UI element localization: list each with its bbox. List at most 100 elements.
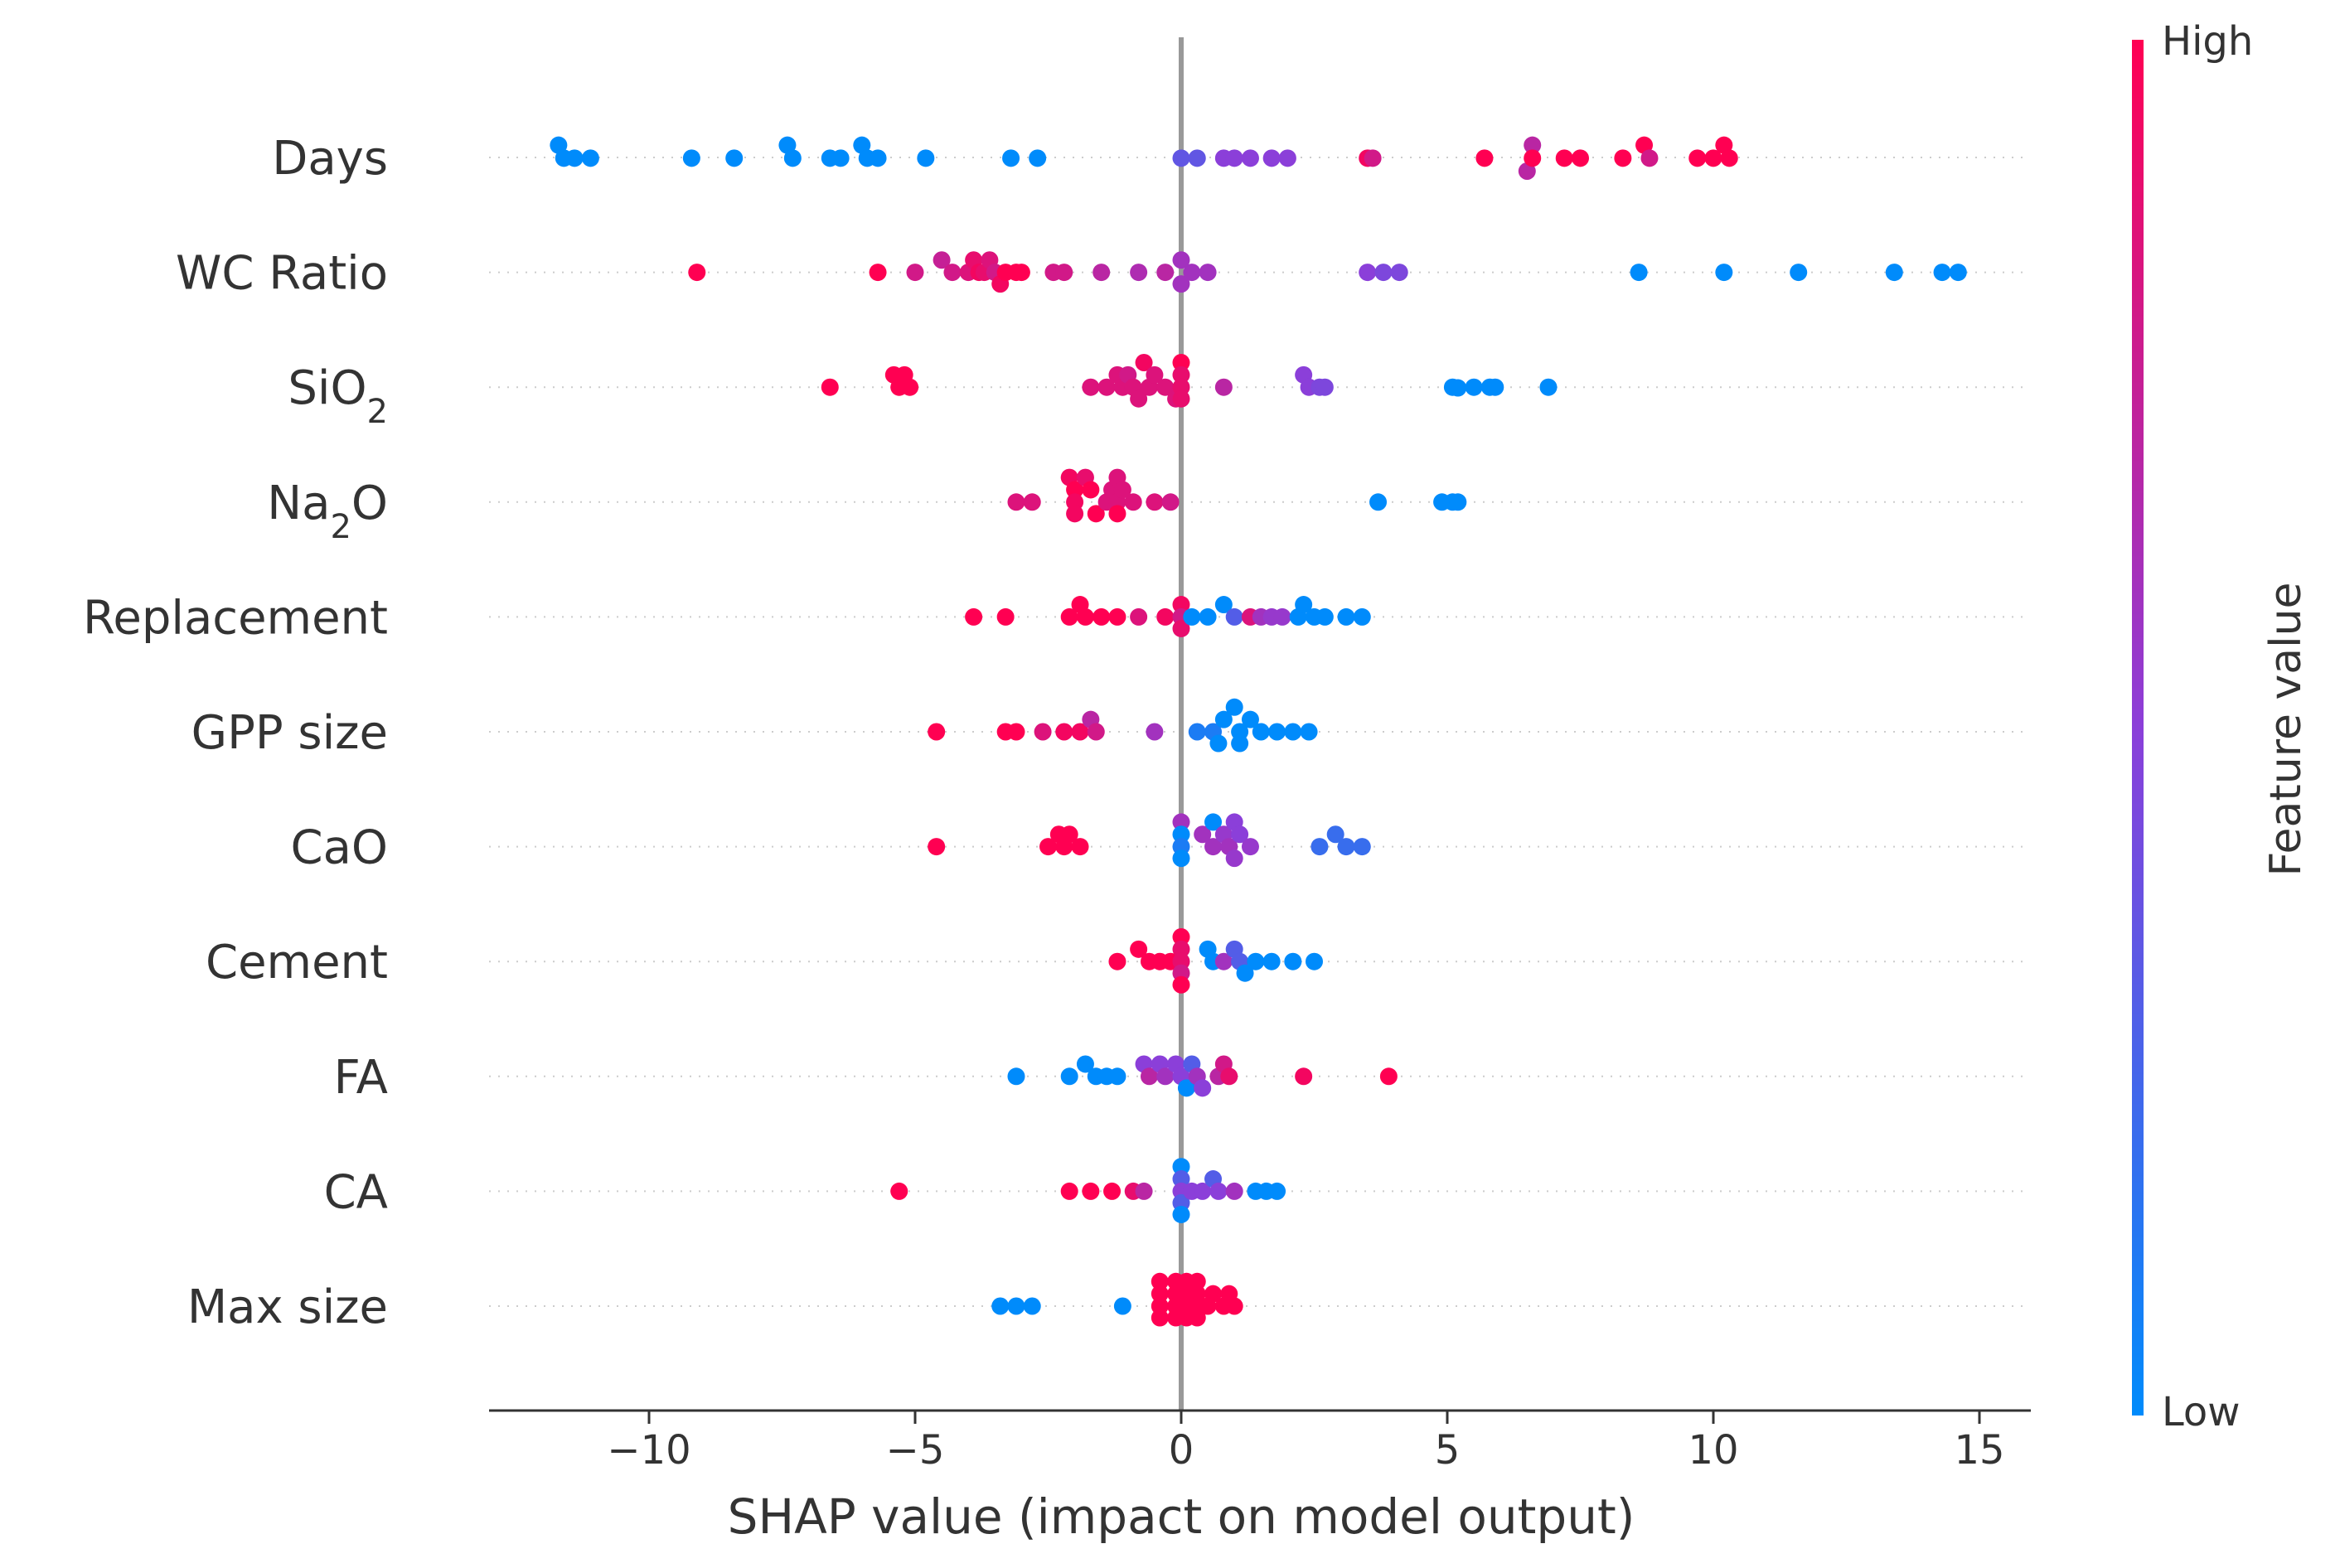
shap-point xyxy=(1315,378,1334,396)
x-axis-title: SHAP value (impact on model output) xyxy=(728,1488,1635,1545)
shap-point xyxy=(1146,493,1164,511)
colorbar-title: Feature value xyxy=(2261,582,2311,876)
shap-point xyxy=(869,264,887,282)
shap-point xyxy=(1140,1067,1158,1086)
shap-point xyxy=(1172,365,1190,384)
feature-label: FA xyxy=(334,1051,388,1105)
shap-point xyxy=(1071,723,1089,741)
shap-point xyxy=(1555,149,1573,167)
shap-point xyxy=(831,149,850,167)
feature-label-text: GPP size xyxy=(191,706,388,760)
shap-point xyxy=(1172,1158,1190,1176)
shap-point xyxy=(1108,505,1126,523)
shap-point xyxy=(1225,149,1243,167)
shap-point xyxy=(1273,607,1291,626)
shap-point xyxy=(1572,149,1589,167)
shap-point xyxy=(1268,1182,1286,1200)
shap-point xyxy=(1103,1182,1122,1200)
feature-label: GPP size xyxy=(191,706,388,760)
shap-point xyxy=(1369,493,1388,511)
feature-label-text: SiO xyxy=(288,361,366,415)
shap-point xyxy=(933,251,951,269)
shap-point xyxy=(1172,354,1190,371)
shap-point xyxy=(965,607,983,626)
shap-point xyxy=(1092,264,1111,282)
shap-point xyxy=(1268,723,1286,741)
shap-point xyxy=(1306,952,1323,970)
shap-point xyxy=(1082,1182,1100,1200)
shap-point xyxy=(1151,1272,1169,1290)
shap-point xyxy=(682,149,700,167)
feature-label: Replacement xyxy=(83,591,388,645)
shap-point xyxy=(890,1182,908,1200)
shap-point xyxy=(1225,1182,1243,1200)
shap-point xyxy=(1172,940,1190,958)
shap-point xyxy=(901,378,919,396)
shap-point xyxy=(1188,1285,1206,1303)
feature-label-text: Days xyxy=(272,132,388,186)
shap-point xyxy=(1082,378,1100,396)
shap-point xyxy=(1130,940,1148,958)
shap-point xyxy=(1449,493,1467,511)
shap-point xyxy=(1002,149,1020,167)
shap-point xyxy=(821,378,839,396)
shap-point xyxy=(1060,1182,1078,1200)
shap-point xyxy=(1146,723,1164,741)
shap-point xyxy=(565,149,584,167)
shap-point xyxy=(783,149,802,167)
shap-point xyxy=(1252,723,1270,741)
shap-point xyxy=(1262,952,1281,970)
x-tick-label: 10 xyxy=(1688,1427,1738,1474)
shap-point xyxy=(1108,952,1126,970)
shap-point xyxy=(1156,378,1175,396)
shap-point xyxy=(1199,607,1217,626)
colorbar-high-label: High xyxy=(2162,18,2253,65)
shap-point xyxy=(1933,264,1951,282)
shap-point xyxy=(1023,1297,1041,1315)
feature-label: CA xyxy=(324,1165,388,1219)
feature-label: Na2O xyxy=(267,477,388,546)
shap-point xyxy=(1353,607,1371,626)
shap-point xyxy=(1225,607,1243,626)
shap-point xyxy=(1172,849,1190,868)
shap-point xyxy=(996,607,1015,626)
shap-point xyxy=(1214,952,1233,970)
shap-point xyxy=(1704,149,1722,167)
shap-point xyxy=(869,149,887,167)
shap-point xyxy=(1214,596,1233,614)
shap-point xyxy=(581,149,599,167)
feature-label: Cement xyxy=(206,936,388,990)
shap-point xyxy=(725,149,744,167)
shap-point xyxy=(1172,596,1190,614)
shap-point xyxy=(1082,481,1100,499)
shap-point xyxy=(1204,1285,1223,1303)
x-tick-label: 5 xyxy=(1435,1427,1461,1474)
x-tick-label: 0 xyxy=(1169,1427,1194,1474)
shap-point xyxy=(1790,264,1808,282)
feature-label-text: Cement xyxy=(206,936,388,990)
shap-point xyxy=(1188,1309,1206,1327)
shap-point xyxy=(1060,607,1078,626)
shap-point xyxy=(1199,264,1217,282)
colorbar: High Low Feature value xyxy=(2132,18,2311,1435)
shap-point xyxy=(1225,698,1243,716)
shap-point xyxy=(1172,928,1190,946)
shap-point xyxy=(688,264,706,282)
shap-point xyxy=(1130,264,1148,282)
shap-point xyxy=(1087,723,1105,741)
shap-point xyxy=(1172,813,1190,831)
shap-point xyxy=(1247,952,1265,970)
shap-point xyxy=(1113,481,1131,499)
shap-point xyxy=(1172,825,1190,844)
shap-point xyxy=(1220,1067,1238,1086)
shap-point xyxy=(1310,838,1329,856)
shap-point xyxy=(1023,493,1041,511)
feature-label-text: Na xyxy=(267,477,330,530)
shap-point xyxy=(1007,493,1025,511)
shap-point xyxy=(1486,378,1504,396)
shap-point xyxy=(1034,723,1052,741)
feature-label: WC Ratio xyxy=(176,247,388,301)
feature-label: Max size xyxy=(187,1280,388,1334)
shap-point xyxy=(1262,149,1281,167)
